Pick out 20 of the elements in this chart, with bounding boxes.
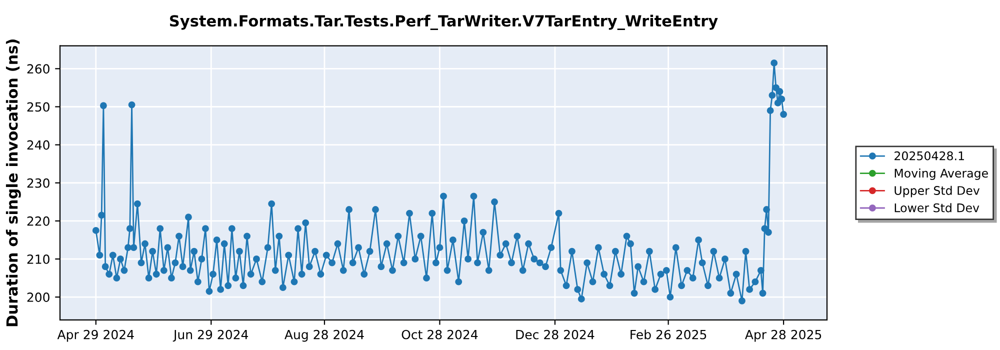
y-tick-label: 240	[27, 140, 50, 150]
x-tick-label: Apr 29 2024	[57, 330, 134, 342]
y-tick-label: 210	[27, 254, 50, 264]
y-tick-label: 200	[27, 292, 50, 302]
x-tick-label: Oct 28 2024	[402, 330, 478, 340]
y-tick-label: 230	[27, 178, 50, 188]
legend-label: Lower Std Dev	[894, 203, 980, 212]
y-tick-label: 250	[27, 102, 50, 112]
x-tick-label: Aug 28 2024	[284, 330, 364, 342]
x-tick-label: Apr 28 2025	[745, 330, 822, 342]
y-tick-label: 260	[27, 64, 50, 74]
legend-label: Upper Std Dev	[894, 186, 980, 198]
chart-title: System.Formats.Tar.Tests.Perf_TarWriter.V7TarEntry_WriteEntry	[170, 14, 718, 30]
x-tick-label: Dec 28 2024	[516, 330, 594, 340]
y-axis-title: Duration of single invocation (ns)	[6, 40, 21, 326]
x-tick-label: Jun 29 2024	[172, 330, 248, 342]
legend-label: Moving Average	[894, 168, 988, 180]
legend-label: 20250428.1	[894, 151, 964, 160]
x-tick-label: Feb 26 2025	[630, 330, 706, 340]
y-tick-label: 220	[27, 216, 50, 226]
